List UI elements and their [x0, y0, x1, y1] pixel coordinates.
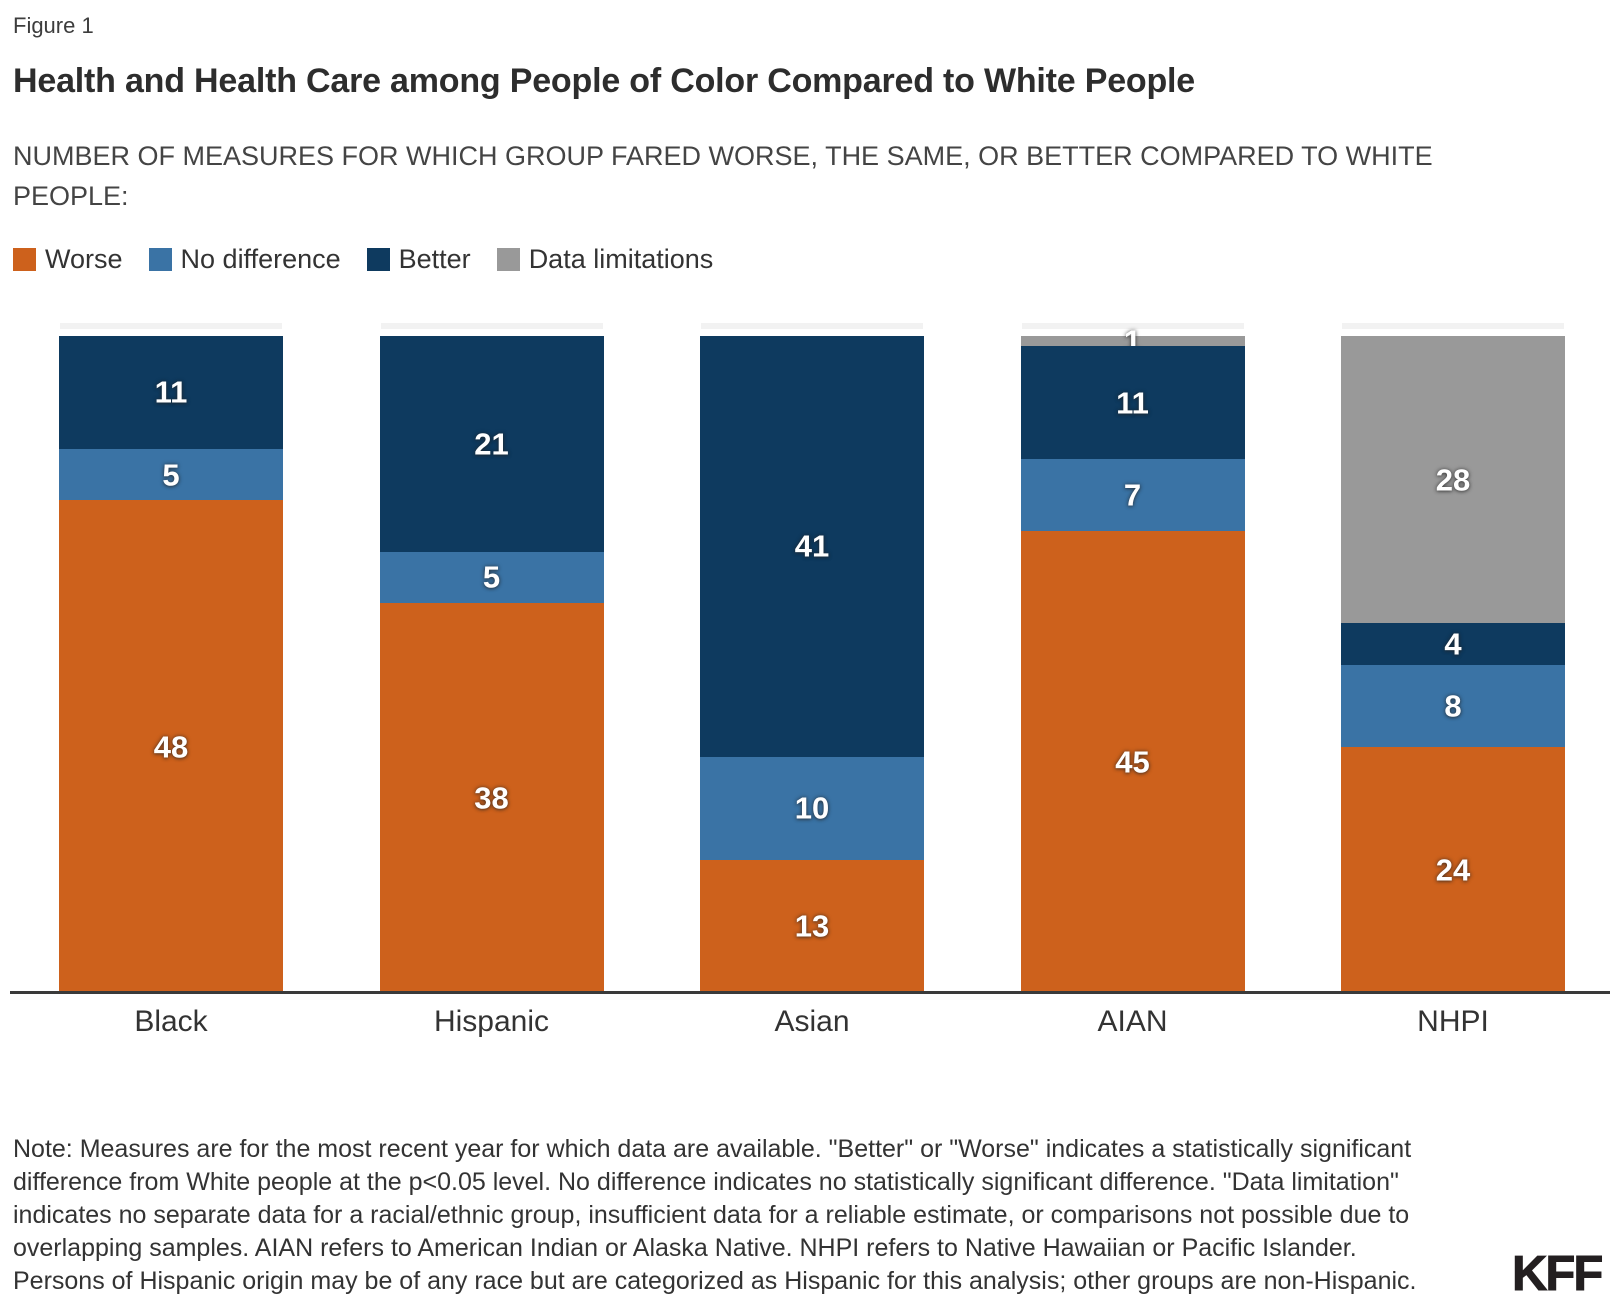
bar-segment-hispanic-better[interactable]: 21 — [379, 336, 604, 552]
legend-item-worse[interactable]: Worse — [13, 244, 123, 275]
value-label-hispanic-no-difference: 5 — [482, 559, 501, 595]
kff-logo: KFF — [1511, 1247, 1603, 1302]
legend-label-worse: Worse — [45, 244, 123, 274]
bar-top-shadow — [1021, 323, 1244, 329]
bar-aian: 1 11 7 45 — [1020, 323, 1245, 993]
x-axis-labels: Black Hispanic Asian AIAN NHPI — [59, 1005, 1565, 1039]
bar-segment-nhpi-better[interactable]: 4 — [1341, 623, 1565, 665]
chart-note-line-4: overlapping samples. AIAN refers to Amer… — [13, 1234, 1357, 1262]
legend-item-data-limitations[interactable]: Data limitations — [496, 244, 714, 275]
chart-subtitle: NUMBER OF MEASURES FOR WHICH GROUP FARED… — [13, 136, 1433, 216]
value-label-nhpi-no-difference: 8 — [1444, 688, 1462, 724]
value-label-asian-better: 41 — [794, 528, 830, 564]
x-axis-line — [10, 991, 1610, 994]
value-label-hispanic-better: 21 — [474, 426, 509, 462]
page-title: Health and Health Care among People of C… — [13, 62, 1196, 100]
bar-segment-asian-better[interactable]: 41 — [700, 336, 924, 757]
legend-item-no-difference[interactable]: No difference — [148, 244, 341, 275]
legend: Worse No difference Better Data limitations — [13, 244, 713, 275]
bar-top-shadow — [380, 323, 603, 329]
bar-segment-aian-better[interactable]: 11 — [1020, 346, 1245, 460]
legend-label-better: Better — [398, 244, 471, 274]
chart-subtitle-line-2: PEOPLE: — [13, 181, 129, 211]
chart-note-line-1: Note: Measures are for the most recent y… — [13, 1135, 1412, 1163]
bar-nhpi: 28 4 8 24 — [1341, 323, 1565, 993]
chart-note-line-3: indicates no separate data for a racial/… — [13, 1201, 1410, 1229]
legend-label-no-difference: No difference — [180, 244, 341, 274]
bar-segment-hispanic-no-difference[interactable]: 5 — [379, 551, 604, 603]
x-axis-label-aian: AIAN — [1097, 1005, 1168, 1038]
bar-top-shadow — [701, 323, 923, 329]
legend-item-better[interactable]: Better — [366, 244, 471, 275]
plot-area: 11 5 48 21 5 38 41 10 13 1 11 7 45 28 4 8 24 — [59, 323, 1565, 993]
value-label-nhpi-worse: 24 — [1435, 852, 1471, 888]
value-label-asian-no-difference: 10 — [794, 790, 830, 826]
legend-swatch-no-difference — [148, 248, 172, 271]
value-label-aian-worse: 45 — [1115, 744, 1150, 780]
value-label-aian-no-difference: 7 — [1123, 477, 1142, 513]
value-label-black-no-difference: 5 — [162, 457, 180, 493]
bar-segment-nhpi-worse[interactable]: 24 — [1341, 746, 1565, 993]
value-label-nhpi-data-limitations: 28 — [1435, 462, 1471, 498]
value-label-black-worse: 48 — [153, 729, 189, 765]
bar-segment-aian-no-difference[interactable]: 7 — [1020, 459, 1245, 532]
bar-segment-black-better[interactable]: 11 — [59, 336, 283, 449]
chart-subtitle-line-1: NUMBER OF MEASURES FOR WHICH GROUP FARED… — [13, 141, 1433, 171]
legend-label-data-limitations: Data limitations — [528, 244, 714, 274]
bar-black: 11 5 48 — [59, 323, 283, 993]
value-label-aian-better: 11 — [1116, 385, 1149, 421]
figure-label: Figure 1 — [13, 13, 94, 38]
bar-segment-aian-data-limitations[interactable]: 1 — [1020, 326, 1245, 357]
legend-swatch-better — [366, 248, 390, 271]
bar-segment-aian-worse[interactable]: 45 — [1020, 531, 1245, 993]
bar-segment-nhpi-no-difference[interactable]: 8 — [1341, 664, 1565, 747]
bar-segment-asian-no-difference[interactable]: 10 — [700, 756, 924, 860]
bar-top-shadow — [1342, 323, 1564, 329]
bar-top-shadow — [60, 323, 282, 329]
x-axis-label-asian: Asian — [774, 1005, 850, 1038]
bar-segment-black-no-difference[interactable]: 5 — [59, 448, 283, 501]
bar-segment-black-worse[interactable]: 48 — [59, 500, 283, 993]
chart-note: Note: Measures are for the most recent y… — [13, 1133, 1417, 1298]
chart-note-line-5: Persons of Hispanic origin may be of any… — [13, 1267, 1417, 1295]
bar-segment-asian-worse[interactable]: 13 — [700, 859, 924, 993]
bar-asian: 41 10 13 — [700, 323, 924, 993]
bar-segment-hispanic-worse[interactable]: 38 — [379, 602, 604, 993]
value-label-hispanic-worse: 38 — [474, 780, 509, 816]
legend-swatch-data-limitations — [496, 248, 520, 271]
value-label-nhpi-better: 4 — [1444, 626, 1462, 662]
x-axis-label-nhpi: NHPI — [1417, 1005, 1489, 1038]
value-label-black-better: 11 — [154, 374, 188, 410]
chart-note-line-2: difference from White people at the p<0.… — [13, 1168, 1399, 1196]
bar-hispanic: 21 5 38 — [379, 323, 604, 993]
x-axis-label-black: Black — [134, 1005, 208, 1038]
value-label-asian-worse: 13 — [794, 908, 830, 944]
x-axis-label-hispanic: Hispanic — [433, 1005, 550, 1038]
bar-segment-nhpi-data-limitations[interactable]: 28 — [1341, 336, 1565, 624]
legend-swatch-worse — [13, 248, 36, 271]
